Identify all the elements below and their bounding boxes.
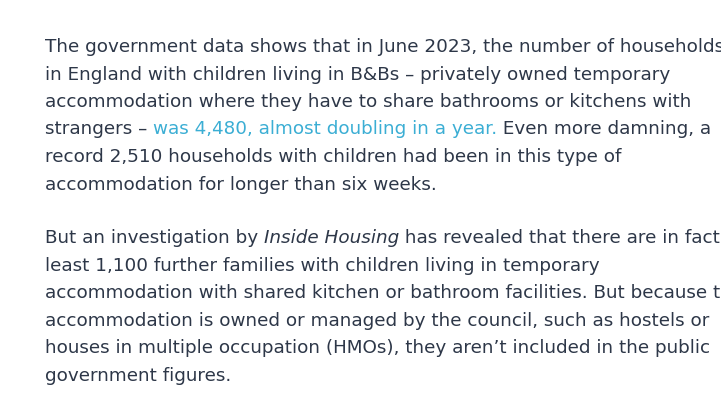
Text: The government data shows that in June 2023, the number of households: The government data shows that in June 2…	[45, 38, 721, 56]
Text: Even more damning, a: Even more damning, a	[497, 120, 712, 138]
Text: accommodation for longer than six weeks.: accommodation for longer than six weeks.	[45, 176, 437, 194]
Text: in England with children living in B&Bs – privately owned temporary: in England with children living in B&Bs …	[45, 66, 671, 84]
Text: has revealed that there are in fact at: has revealed that there are in fact at	[399, 229, 721, 247]
Text: government figures.: government figures.	[45, 367, 231, 385]
Text: strangers –: strangers –	[45, 120, 153, 138]
Text: Inside Housing: Inside Housing	[264, 229, 399, 247]
Text: accommodation is owned or managed by the council, such as hostels or: accommodation is owned or managed by the…	[45, 312, 709, 330]
Text: But an investigation by: But an investigation by	[45, 229, 264, 247]
Text: was 4,480, almost doubling in a year.: was 4,480, almost doubling in a year.	[153, 120, 497, 138]
Text: houses in multiple occupation (HMOs), they aren’t included in the public: houses in multiple occupation (HMOs), th…	[45, 339, 710, 357]
Text: accommodation with shared kitchen or bathroom facilities. But because the: accommodation with shared kitchen or bat…	[45, 284, 721, 302]
Text: record 2,510 households with children had been in this type of: record 2,510 households with children ha…	[45, 148, 622, 166]
Text: least 1,100 further families with children living in temporary: least 1,100 further families with childr…	[45, 257, 600, 275]
Text: accommodation where they have to share bathrooms or kitchens with: accommodation where they have to share b…	[45, 93, 691, 111]
